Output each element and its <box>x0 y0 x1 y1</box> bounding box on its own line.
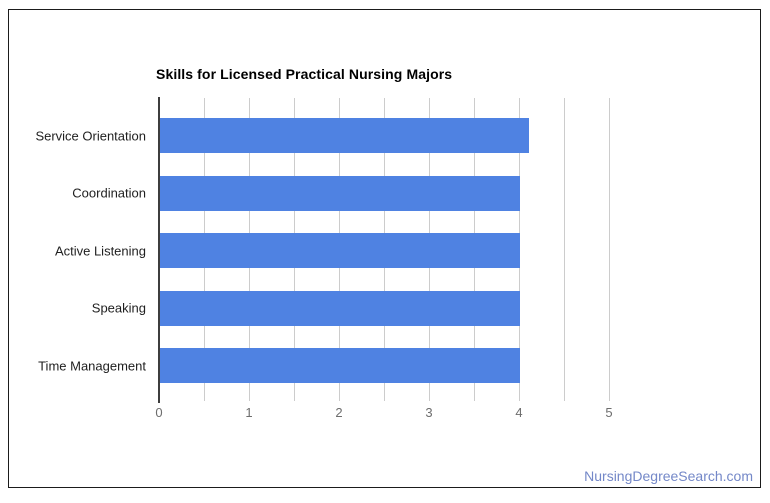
category-label-speaking: Speaking <box>91 300 146 316</box>
category-label-time-management: Time Management <box>38 358 146 373</box>
bar-active-listening[interactable] <box>160 233 520 268</box>
x-tick-label-2: 2 <box>335 405 343 420</box>
category-label-service-orientation: Service Orientation <box>35 128 146 143</box>
chart-title: Skills for Licensed Practical Nursing Ma… <box>156 66 453 82</box>
x-tick-label-5: 5 <box>605 405 613 420</box>
category-label-active-listening: Active Listening <box>54 243 146 258</box>
category-label-coordination: Coordination <box>72 185 146 201</box>
x-tick-label-1: 1 <box>245 405 253 420</box>
bar-service-orientation[interactable] <box>160 118 529 153</box>
bar-time-management[interactable] <box>160 348 520 383</box>
y-axis-baseline <box>158 97 160 403</box>
plot-area: Service Orientation Coordination Active Li… <box>35 97 613 420</box>
bar-coordination[interactable] <box>160 175 520 211</box>
x-tick-label-0: 0 <box>155 405 163 420</box>
x-tick-label-4: 4 <box>515 405 523 420</box>
watermark-link[interactable]: NursingDegreeSearch.com <box>584 468 753 484</box>
bar-speaking[interactable] <box>160 290 520 326</box>
chart-card: Skills for Licensed Practical Nursing Ma… <box>8 9 761 488</box>
x-tick-label-3: 3 <box>425 405 433 420</box>
gridline-x-5 <box>609 98 610 401</box>
gridline-x-4.5 <box>564 98 565 401</box>
